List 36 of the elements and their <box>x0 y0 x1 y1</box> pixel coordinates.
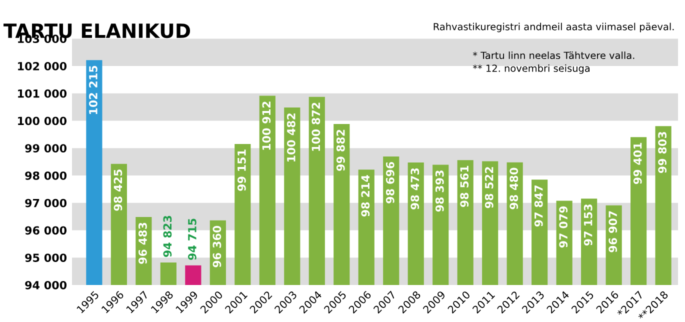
annotation: * Tartu linn neelas Tähtvere valla. <box>472 52 634 60</box>
y-tick-label: 94 000 <box>25 280 67 290</box>
data-label: 99 803 <box>658 132 667 174</box>
y-tick-label: 99 000 <box>25 144 67 152</box>
data-label: 100 482 <box>286 113 296 162</box>
data-label: 96 907 <box>608 211 618 252</box>
data-label: 96 483 <box>138 222 147 264</box>
data-label: 97 153 <box>584 204 592 246</box>
y-tick-label: 96 000 <box>25 226 67 235</box>
data-label: 98 425 <box>114 170 122 211</box>
y-tick-label: 100 000 <box>18 116 67 126</box>
data-label: 98 522 <box>484 167 494 208</box>
data-label: 96 360 <box>212 226 222 268</box>
data-label: 98 214 <box>361 175 370 217</box>
y-tick-label: 101 000 <box>18 89 67 98</box>
data-label: 94 715 <box>188 218 196 260</box>
data-label: 97 847 <box>534 185 543 227</box>
y-tick-label: 97 000 <box>25 198 67 208</box>
y-tick-label: 98 000 <box>25 171 67 180</box>
data-label: 98 480 <box>510 168 518 210</box>
y-tick-label: 102 000 <box>18 62 67 70</box>
data-label: 99 151 <box>237 150 246 191</box>
data-label: 98 696 <box>386 162 394 204</box>
data-label: 100 912 <box>262 102 271 150</box>
data-label: 99 882 <box>336 130 345 171</box>
data-label: 99 401 <box>633 142 642 184</box>
annotation: ** 12. novembri seisuga <box>472 64 590 74</box>
data-label: 100 872 <box>312 102 320 151</box>
data-label: 94 823 <box>163 216 172 257</box>
data-label: 98 393 <box>435 170 444 212</box>
text: Rahvastikuregistri andmeil aasta viimasel päeval. <box>434 22 674 32</box>
data-label: 98 561 <box>460 166 469 208</box>
data-label: 97 079 <box>559 206 568 248</box>
y-tick-label: 95 000 <box>25 254 67 262</box>
data-label: 98 473 <box>410 168 420 210</box>
data-label: 102 215 <box>89 66 98 114</box>
